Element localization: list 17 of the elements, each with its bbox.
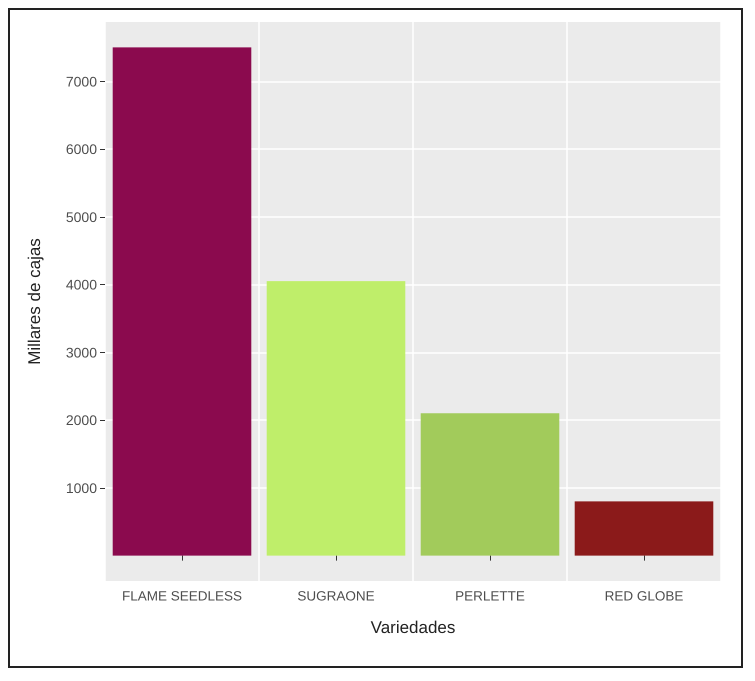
y-tick-label: 1000 (66, 480, 98, 496)
y-tick-label: 3000 (66, 344, 98, 360)
y-tick-label: 7000 (66, 73, 98, 90)
x-tick-label: FLAME SEEDLESS (122, 588, 242, 604)
bar (266, 281, 406, 556)
x-tick-label: RED GLOBE (604, 588, 684, 604)
bar (112, 47, 252, 556)
x-tick-label: SUGRAONE (297, 588, 375, 604)
bar (420, 413, 560, 556)
y-axis-title: Millares de cajas (25, 238, 44, 365)
y-tick-label: 5000 (66, 208, 98, 225)
y-tick-label: 4000 (66, 276, 98, 293)
bar (574, 501, 714, 556)
x-tick-label: PERLETTE (455, 588, 525, 604)
y-tick-label: 2000 (66, 412, 98, 428)
y-tick-label: 6000 (66, 141, 98, 158)
x-axis-title: Variedades (370, 618, 456, 637)
